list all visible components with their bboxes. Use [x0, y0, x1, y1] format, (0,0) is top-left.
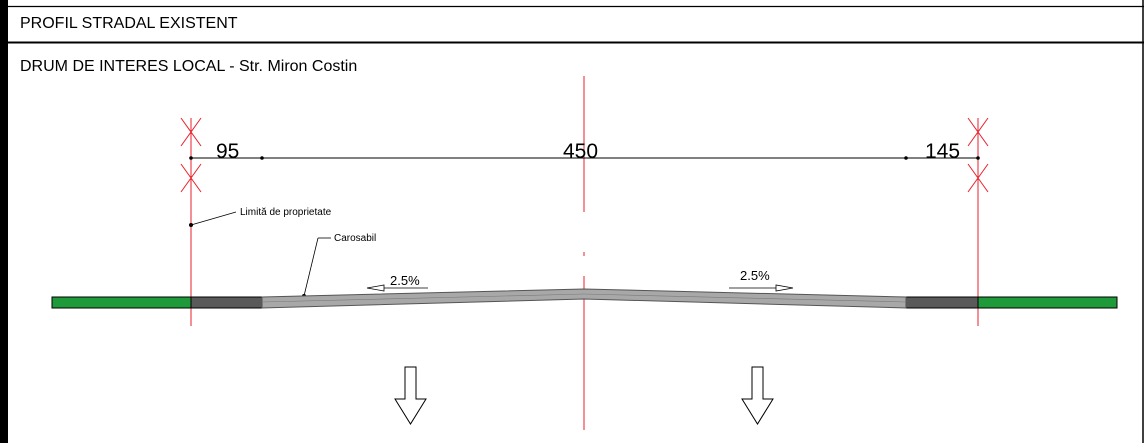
property-limit-leader	[190, 211, 237, 226]
dimension-ticks	[189, 156, 980, 160]
dimension-center: 450	[563, 140, 598, 163]
property-limit-left-markers	[180, 117, 202, 193]
page-title: PROFIL STRADAL EXISTENT	[20, 15, 238, 32]
left-frame-bar	[0, 0, 8, 443]
section-subtitle: DRUM DE INTERES LOCAL - Str. Miron Costi…	[20, 58, 357, 75]
property-limit-label: Limită de proprietate	[240, 207, 332, 218]
carriageway-layer-left	[261, 293, 585, 303]
green-strip-left	[51, 296, 192, 309]
carriageway	[261, 288, 907, 309]
slope-right-arrowhead	[775, 284, 794, 292]
sidewalk-right	[905, 296, 979, 309]
sidewalk-left	[190, 296, 263, 309]
down-arrow-right-icon	[741, 366, 774, 425]
property-limit-leader-dot	[189, 223, 193, 227]
dimension-left: 95	[216, 140, 239, 163]
carriageway-leader	[303, 237, 319, 297]
carriageway-label: Carosabil	[334, 233, 376, 244]
slope-right: 2.5%	[740, 268, 770, 283]
slope-left: 2.5%	[390, 273, 420, 288]
dimension-right: 145	[925, 140, 960, 163]
property-limit-right-markers	[967, 117, 989, 193]
green-strip-right	[977, 296, 1118, 309]
carriageway-layer-right	[583, 293, 907, 303]
down-arrow-left-icon	[394, 366, 427, 425]
slope-left-arrowhead	[366, 284, 385, 292]
